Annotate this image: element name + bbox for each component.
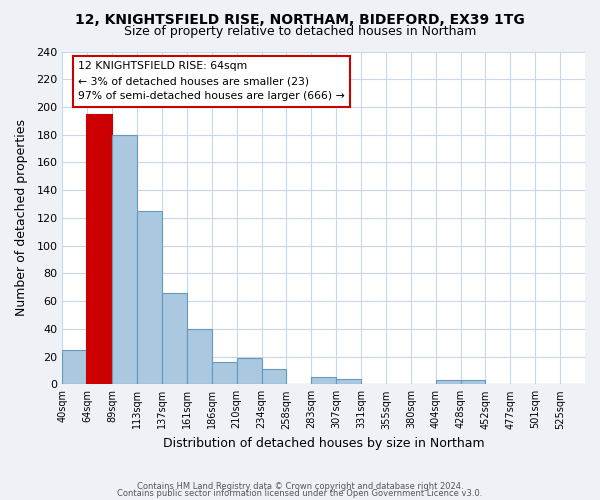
Bar: [436, 380, 461, 384]
Text: 12, KNIGHTSFIELD RISE, NORTHAM, BIDEFORD, EX39 1TG: 12, KNIGHTSFIELD RISE, NORTHAM, BIDEFORD…: [75, 12, 525, 26]
Bar: [262, 369, 286, 384]
Text: Size of property relative to detached houses in Northam: Size of property relative to detached ho…: [124, 25, 476, 38]
Bar: [311, 378, 336, 384]
Bar: [461, 380, 485, 384]
Bar: [236, 358, 262, 384]
Y-axis label: Number of detached properties: Number of detached properties: [15, 120, 28, 316]
Bar: [112, 134, 137, 384]
Text: 12 KNIGHTSFIELD RISE: 64sqm
← 3% of detached houses are smaller (23)
97% of semi: 12 KNIGHTSFIELD RISE: 64sqm ← 3% of deta…: [78, 62, 345, 101]
Text: Contains public sector information licensed under the Open Government Licence v3: Contains public sector information licen…: [118, 490, 482, 498]
Bar: [137, 211, 162, 384]
Bar: [187, 329, 212, 384]
X-axis label: Distribution of detached houses by size in Northam: Distribution of detached houses by size …: [163, 437, 485, 450]
Bar: [62, 350, 88, 384]
Bar: [88, 116, 112, 384]
Bar: [336, 379, 361, 384]
Bar: [162, 293, 187, 384]
Text: Contains HM Land Registry data © Crown copyright and database right 2024.: Contains HM Land Registry data © Crown c…: [137, 482, 463, 491]
Bar: [212, 362, 236, 384]
